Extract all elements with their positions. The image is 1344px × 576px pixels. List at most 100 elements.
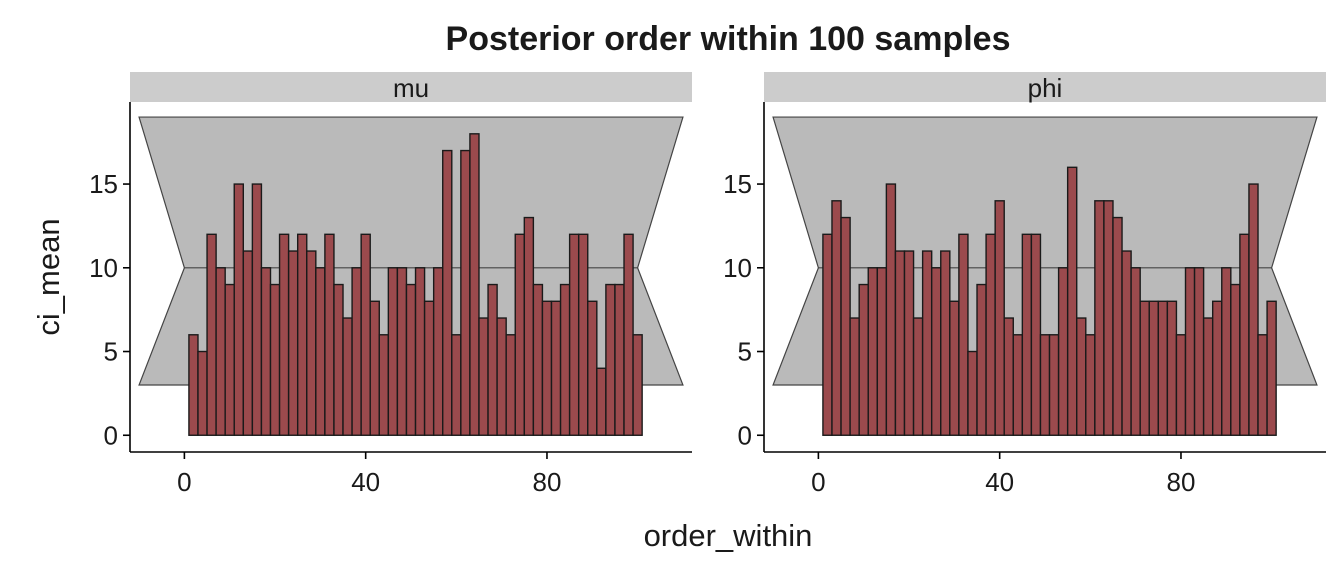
histogram-bar [587,300,598,436]
histogram-bar [1048,334,1060,436]
histogram-bar [342,317,353,436]
histogram-bar [577,233,589,436]
histogram-bar [333,283,344,436]
histogram-bar [1003,317,1014,436]
histogram-bar [849,317,860,436]
histogram-bar [976,283,987,436]
histogram-bar [260,267,272,436]
histogram-bar [315,267,326,436]
histogram-bar [233,183,245,436]
histogram-bar [1166,300,1178,436]
histogram-bar [532,283,544,436]
x-tick-label: 0 [177,467,191,497]
x-tick-label: 0 [811,467,825,497]
histogram-bar [930,267,942,436]
histogram-bar [278,233,290,436]
y-axis-title: ci_mean [31,218,66,335]
histogram-bar [1239,233,1250,436]
histogram-bar [1121,250,1132,436]
histogram-bar [985,233,996,436]
x-tick-label: 80 [533,467,562,497]
histogram-bar [1039,334,1051,436]
histogram-bar [215,267,226,436]
histogram-bar [894,250,906,436]
histogram-bar [1085,334,1096,436]
x-tick-label: 80 [1167,467,1196,497]
facet-panels: mu 0 5 10 15 0 40 80 phi 0 5 10 15 0 40 80 [89,72,1326,497]
y-tick-label: 10 [723,253,752,283]
histogram-bar [505,334,516,436]
x-tick-label: 40 [351,467,380,497]
y-tick-label: 5 [738,337,752,367]
histogram-bar [1175,334,1187,436]
histogram-bar [822,233,833,436]
histogram-bar [1103,200,1114,436]
histogram-bar [940,250,951,436]
x-tick-label: 40 [985,467,1014,497]
histogram-bar [514,233,525,436]
histogram-bar [360,233,371,436]
facet-strip [130,72,692,102]
histogram-bar [306,250,317,436]
histogram-bar [921,250,933,436]
histogram-bar [523,216,535,436]
histogram-bar [958,233,969,436]
histogram-bar [1257,334,1268,436]
histogram-bar [224,283,235,436]
histogram-bar [496,317,507,436]
histogram-bar [858,283,869,436]
histogram-bar [1021,233,1033,436]
histogram-bar [840,216,851,436]
histogram-bar [1012,334,1024,436]
facet-panel-mu: mu 0 5 10 15 0 40 80 [89,72,692,497]
histogram-bar [1221,267,1232,436]
histogram-bar [414,267,426,436]
histogram-bar [1157,300,1169,436]
x-axis-title: order_within [644,518,813,553]
histogram-bar [568,233,580,436]
histogram-bar [994,200,1005,436]
histogram-bar [387,267,399,436]
histogram-bar [197,350,208,436]
facet-strip-label: mu [393,73,429,103]
histogram-bar [596,367,607,436]
histogram-bar [469,133,480,436]
histogram-bar [1112,216,1123,436]
y-tick-label: 15 [723,169,752,199]
histogram-bar [1076,317,1087,436]
histogram-bar [396,267,408,436]
histogram-bar [188,334,199,436]
histogram-bar [831,200,842,436]
histogram-bar [242,250,254,436]
facet-strip [764,72,1326,102]
histogram-bar [324,233,335,436]
histogram-bar [296,233,308,436]
histogram-bar [1057,267,1069,436]
histogram-bar [378,334,390,436]
histogram-bar [1130,267,1141,436]
histogram-bar [903,250,915,436]
y-tick-label: 0 [104,420,118,450]
histogram-bar [351,267,362,436]
y-tick-label: 0 [738,420,752,450]
chart-title: Posterior order within 100 samples [446,20,1011,58]
histogram-bar [487,283,498,436]
histogram-bar [1230,283,1241,436]
histogram-bar [550,300,562,436]
histogram-bar [614,283,625,436]
histogram-bar [1066,166,1078,436]
histogram-bar [1211,300,1223,436]
histogram-bar [967,350,978,436]
histogram-bar [478,317,489,436]
histogram-bar [451,334,462,436]
facet-strip-label: phi [1028,73,1063,103]
histogram-bar [251,183,263,436]
histogram-bar [423,300,435,436]
histogram-bar [1248,183,1259,436]
histogram-bar [369,300,380,436]
histogram-bar [206,233,217,436]
histogram-bar [1202,317,1214,436]
histogram-bar [867,267,878,436]
histogram-bar [269,283,281,436]
